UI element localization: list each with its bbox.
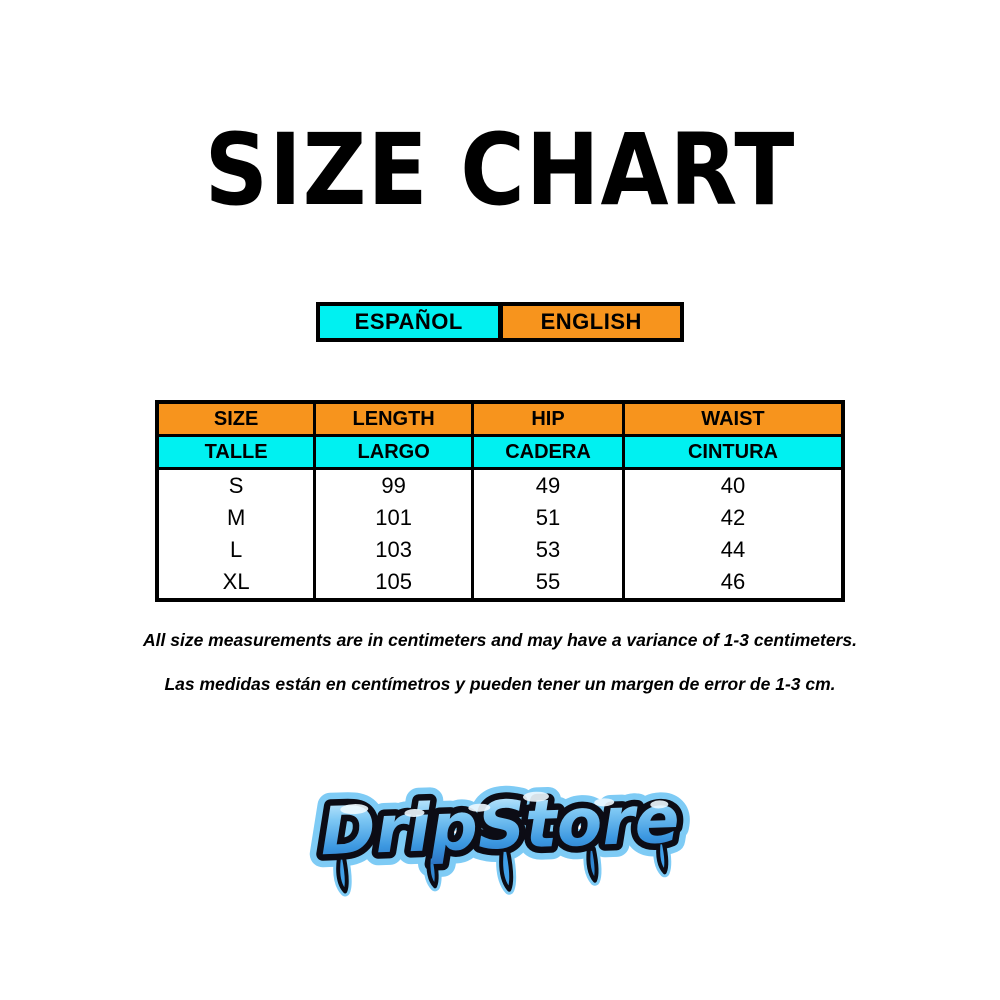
note-spanish: Las medidas están en centímetros y puede… [164,674,836,694]
logo-fill-text: DripStore [319,781,680,870]
tab-espanol[interactable]: ESPAÑOL [320,306,503,338]
cell-length: 101 [313,502,475,534]
cell-waist: 44 [621,534,845,566]
cell-length: 99 [313,468,475,502]
header-hip: HIP [471,400,625,437]
cell-hip: 55 [471,566,625,600]
language-tabs: ESPAÑOL ENGLISH [316,302,684,342]
table-row-xl: XL 105 55 46 [155,566,845,600]
table-header-english: SIZE LENGTH HIP WAIST [155,400,845,437]
header-waist: WAIST [621,400,845,437]
cell-size: XL [155,566,317,600]
cell-waist: 42 [621,502,845,534]
cell-length: 103 [313,534,475,566]
cell-length: 105 [313,566,475,600]
page-title: SIZE CHART [204,112,796,228]
cell-hip: 49 [471,468,625,502]
size-table: SIZE LENGTH HIP WAIST TALLE LARGO CADERA… [155,400,845,602]
header-talle: TALLE [155,434,317,470]
header-largo: LARGO [313,434,475,470]
dripstore-logo: DripStore DripStore [275,752,725,907]
drip-decoration [336,840,669,894]
ice-highlight-decoration [340,791,669,817]
table-header-spanish: TALLE LARGO CADERA CINTURA [155,434,845,470]
header-cintura: CINTURA [621,434,845,470]
header-length: LENGTH [313,400,475,437]
table-row-m: M 101 51 42 [155,502,845,534]
cell-hip: 51 [471,502,625,534]
cell-size: M [155,502,317,534]
tab-english[interactable]: ENGLISH [502,306,680,338]
cell-waist: 46 [621,566,845,600]
cell-waist: 40 [621,468,845,502]
cell-size: S [155,468,317,502]
dripstore-logo-graphic: DripStore DripStore [306,768,694,897]
size-table-container: SIZE LENGTH HIP WAIST TALLE LARGO CADERA… [155,400,845,602]
cell-hip: 53 [471,534,625,566]
cell-size: L [155,534,317,566]
header-size: SIZE [155,400,317,437]
table-row-s: S 99 49 40 [155,468,845,502]
header-cadera: CADERA [471,434,625,470]
note-english: All size measurements are in centimeters… [143,630,857,650]
table-row-l: L 103 53 44 [155,534,845,566]
